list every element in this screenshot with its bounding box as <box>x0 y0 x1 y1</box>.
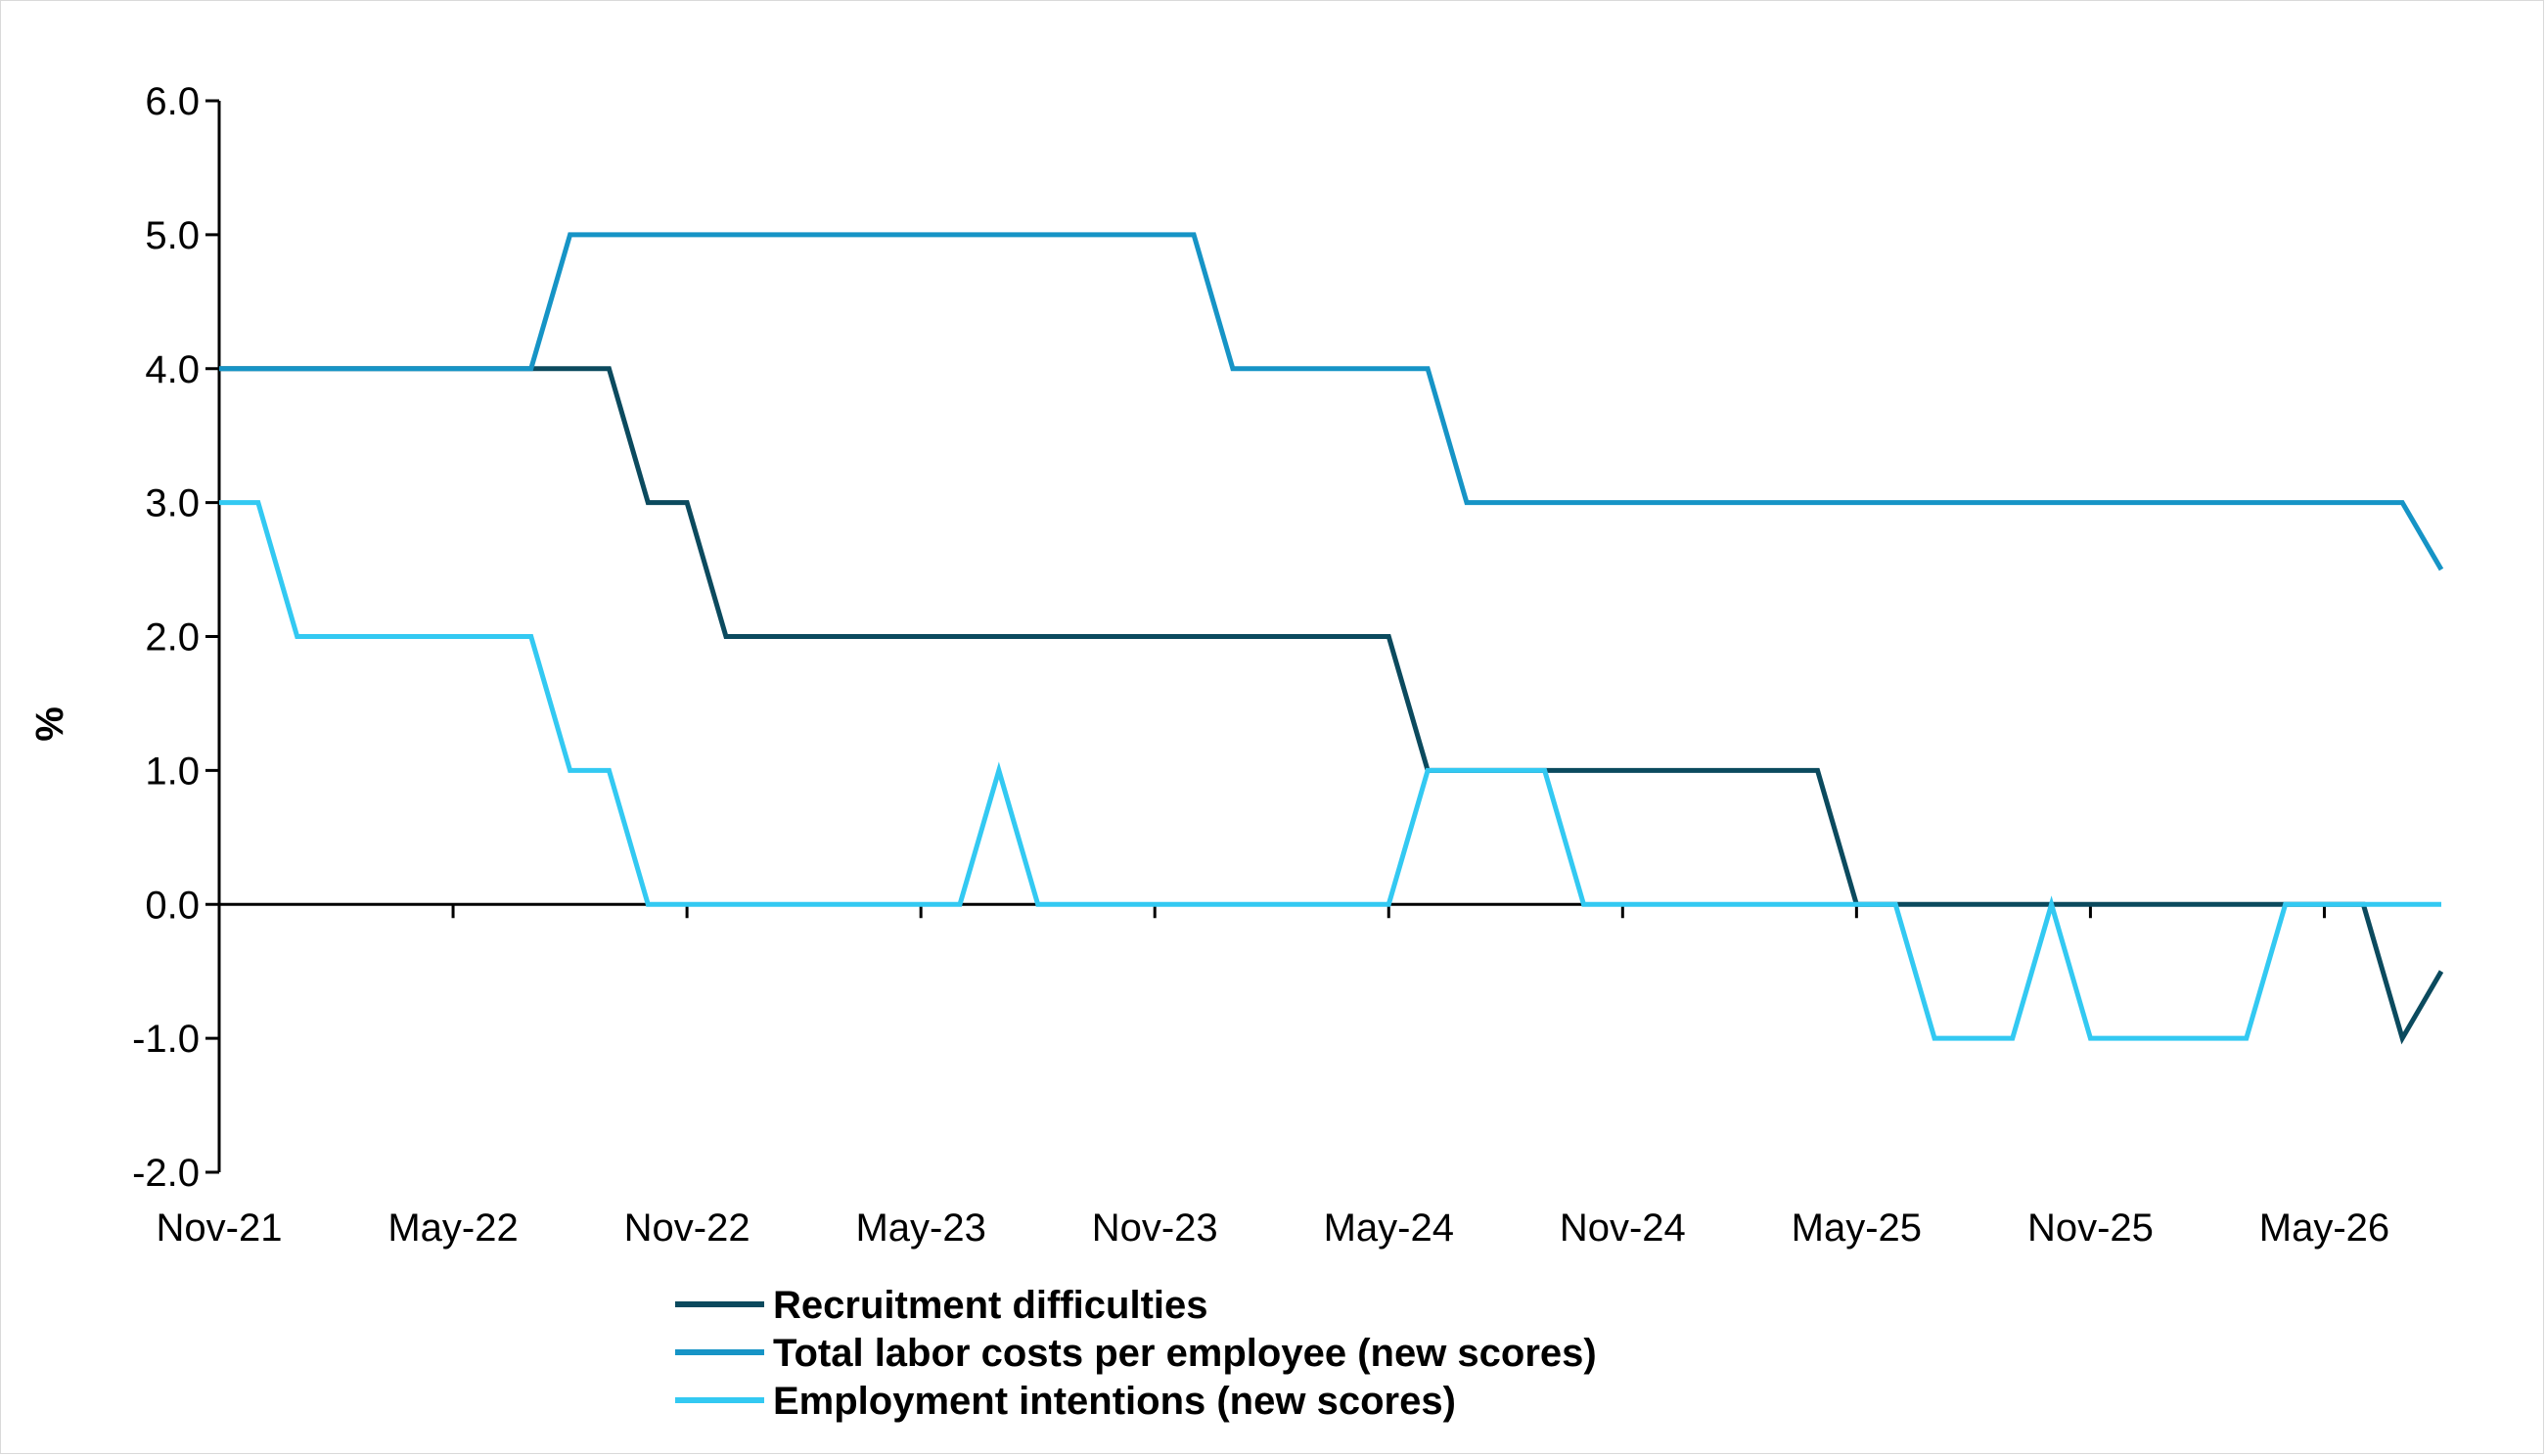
y-axis-title: % <box>28 706 71 742</box>
x-tick-label: Nov-22 <box>624 1206 750 1250</box>
x-tick-label: May-25 <box>1792 1206 1922 1250</box>
y-tick-label: 4.0 <box>145 348 200 391</box>
y-tick-label: 0.0 <box>145 884 200 927</box>
x-tick-label: May-26 <box>2259 1206 2389 1250</box>
y-tick-label: 3.0 <box>145 482 200 525</box>
x-tick-label: Nov-21 <box>157 1206 283 1250</box>
legend-label: Total labor costs per employee (new scor… <box>773 1332 1597 1375</box>
y-tick-label: -2.0 <box>132 1152 200 1195</box>
x-tick-label: May-24 <box>1324 1206 1454 1250</box>
legend: Recruitment difficulties Total labor cost… <box>675 1284 1597 1423</box>
x-tick-label: Nov-25 <box>2027 1206 2154 1250</box>
series-line-1 <box>219 366 2444 1045</box>
y-tick-label: 6.0 <box>145 80 200 123</box>
y-axis: 6.0 5.0 4.0 3.0 2.0 1.0 0.0 -1.0 -2.0 <box>132 80 221 1195</box>
x-tick-label: Nov-24 <box>1560 1206 1686 1250</box>
legend-label: Recruitment difficulties <box>773 1284 1208 1327</box>
x-tick-label: May-23 <box>855 1206 985 1250</box>
x-tick-label: Nov-23 <box>1092 1206 1218 1250</box>
legend-label: Employment intentions (new scores) <box>773 1380 1456 1423</box>
y-tick-label: -1.0 <box>132 1018 200 1061</box>
y-tick-label: 1.0 <box>145 750 200 793</box>
x-tick-label: May-22 <box>387 1206 518 1250</box>
y-tick-label: 2.0 <box>145 616 200 660</box>
series-line-2 <box>219 232 2444 571</box>
series-line-3 <box>219 500 2441 1041</box>
series-lines <box>219 232 2444 1045</box>
x-axis: Nov-21 May-22 Nov-22 May-23 Nov-23 May-24 Nov-… <box>157 902 2441 1250</box>
y-tick-label: 5.0 <box>145 214 200 257</box>
